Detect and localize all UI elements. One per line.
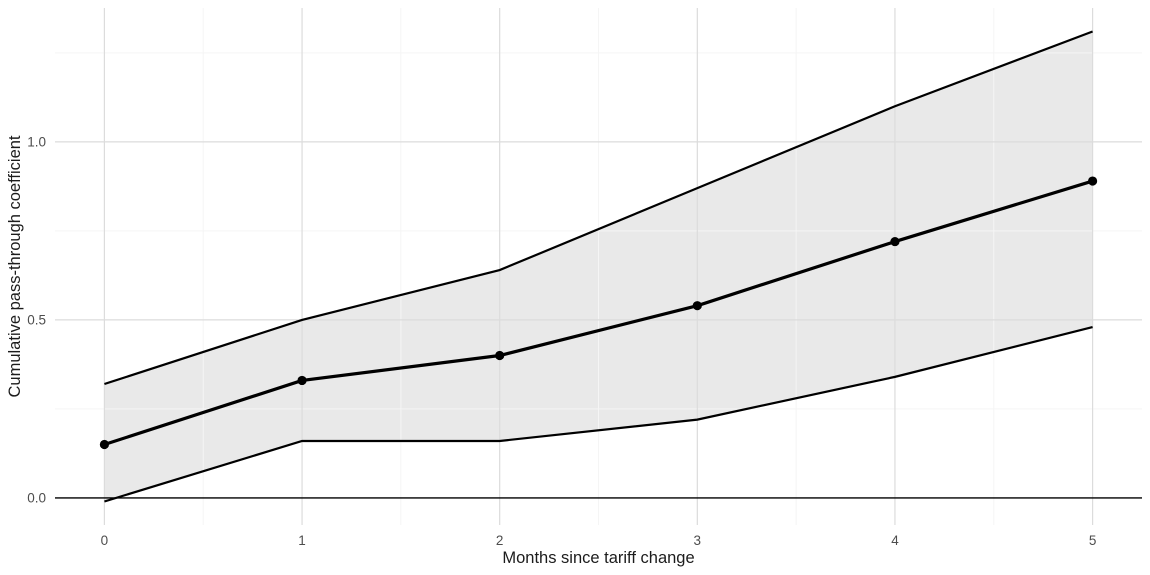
y-tick-label: 1.0: [27, 134, 46, 149]
estimate-point: [692, 301, 702, 311]
x-axis-title: Months since tariff change: [502, 549, 694, 567]
x-tick-label: 1: [298, 533, 306, 548]
x-tick-label: 2: [496, 533, 504, 548]
ci-upper-line: [104, 30, 1093, 386]
estimate-point: [1087, 176, 1098, 186]
estimate-point: [297, 375, 307, 386]
x-tick-label: 3: [694, 533, 702, 548]
tick-label-layer: 0 1 2 3 4 5 0.0 0.5 1.0: [27, 134, 1096, 548]
estimate-line: [103, 179, 1094, 447]
estimate-point: [495, 350, 505, 361]
y-tick-label: 0.0: [27, 490, 46, 505]
estimate-point: [99, 439, 110, 450]
x-tick-label: 5: [1089, 533, 1097, 548]
ci-lower-line: [104, 325, 1093, 503]
x-tick-label: 4: [891, 533, 899, 548]
series-layer: [55, 30, 1142, 503]
y-axis-title: Cumulative pass-through coefficient: [6, 135, 24, 397]
y-tick-label: 0.5: [27, 312, 46, 327]
gridline-layer: [55, 8, 1142, 525]
x-tick-label: 0: [101, 533, 109, 548]
estimate-point: [890, 236, 900, 247]
